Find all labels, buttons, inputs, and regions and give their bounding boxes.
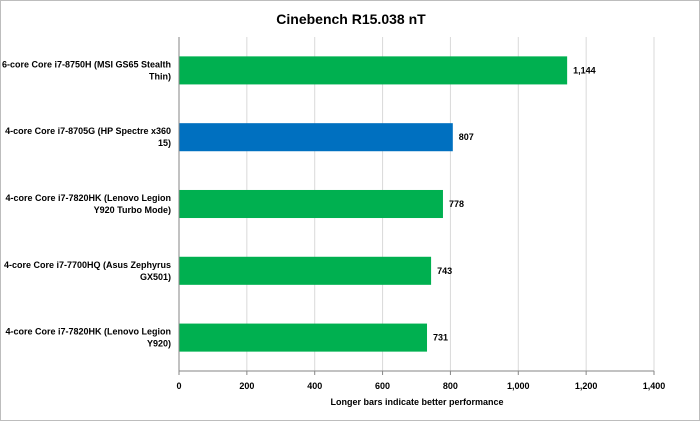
category-label-line: Y920 Turbo Mode) [94,205,171,215]
chart-title: Cinebench R15.038 nT [276,11,426,27]
x-tick-label: 600 [375,381,390,391]
value-labels: 1,144 807 778 743 731 [433,65,596,342]
category-label-line: GX501) [140,272,171,282]
category-label-line: 4-core Core i7-7820HK (Lenovo Legion [5,327,171,337]
bar [179,56,568,85]
data-label: 743 [437,266,452,276]
x-tick-label: 200 [239,381,254,391]
data-label: 1,144 [573,65,596,75]
category-label: 4-core Core i7-7820HK (Lenovo Legion Y920… [5,193,171,215]
category-label-line: 15) [158,138,171,148]
category-label: 4-core Core i7-7820HK (Lenovo Legion Y920… [5,327,171,349]
x-tick-label: 0 [176,381,181,391]
x-tick-label: 800 [443,381,458,391]
bar [179,189,443,219]
category-label: 6-core Core i7-8750H (MSI GS65 Stealth Th… [2,59,171,81]
category-label-line: 4-core Core i7-7700HQ (Asus Zephyrus [4,260,171,270]
data-label: 731 [433,333,448,343]
x-tick-label: 1,200 [575,381,598,391]
category-label: 4-core Core i7-7700HQ (Asus Zephyrus GX50… [4,260,171,282]
category-label: 4-core Core i7-8705G (HP Spectre x360 15) [5,126,171,148]
bars [179,56,568,352]
bar [179,256,432,285]
bar [179,323,428,352]
category-label-line: 4-core Core i7-8705G (HP Spectre x360 [5,126,171,136]
data-label: 807 [459,132,474,142]
category-label-line: Thin) [149,71,171,81]
bar [179,123,453,152]
x-tick-label: 400 [307,381,322,391]
x-axis-tick-labels: 0 200 400 600 800 1,000 1,200 1,400 [176,371,665,391]
x-tick-label: 1,000 [507,381,530,391]
category-label-line: Y920) [147,339,171,349]
category-label-line: 6-core Core i7-8750H (MSI GS65 Stealth [2,59,171,69]
x-axis-label: Longer bars indicate better performance [330,397,503,407]
data-label: 778 [449,199,464,209]
category-label-line: 4-core Core i7-7820HK (Lenovo Legion [5,193,171,203]
category-labels: 6-core Core i7-8750H (MSI GS65 Stealth Th… [2,59,171,348]
x-tick-label: 1,400 [643,381,666,391]
